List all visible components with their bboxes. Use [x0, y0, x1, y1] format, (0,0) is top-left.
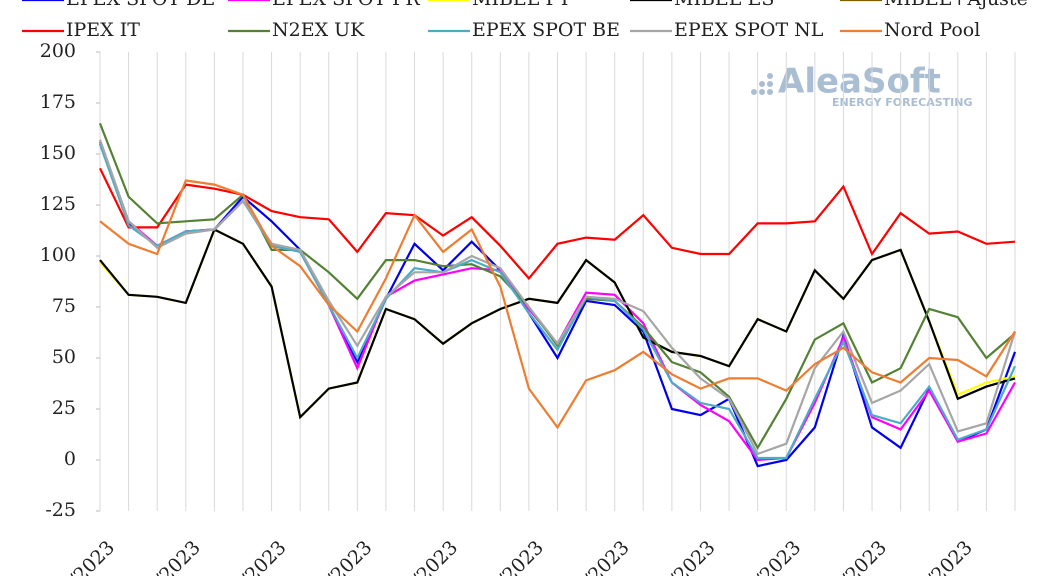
y-tick-label: 150 [40, 142, 76, 164]
logo-dot [759, 89, 765, 95]
y-tick-label: 75 [52, 295, 76, 317]
logo-dot [767, 89, 773, 95]
legend-label: N2EX UK [272, 19, 365, 41]
y-tick-label: 0 [64, 448, 76, 470]
series-line [99, 167, 1016, 281]
x-tick-label: /2023 [837, 537, 891, 576]
legend-label: EPEX SPOT NL [674, 19, 824, 41]
x-tick-label: /2023 [923, 537, 977, 576]
x-tick-label: /2023 [751, 537, 805, 576]
series-line [98, 139, 1017, 456]
y-tick-label: 100 [40, 244, 76, 266]
y-tick-label: -25 [45, 499, 76, 521]
legend-label: MIBEL+Ajuste [884, 0, 1028, 10]
logo-dot [759, 81, 765, 87]
legend-label: MIBEL PT [472, 0, 571, 10]
logo-dot [767, 81, 773, 87]
legend-label: EPEX SPOT FR [272, 0, 420, 10]
legend-label: Nord Pool [884, 19, 980, 41]
y-tick-label: 50 [52, 346, 76, 368]
series-line [99, 179, 1016, 430]
logo-dot [767, 73, 773, 79]
legend-label: MIBEL ES [674, 0, 774, 10]
x-tick-label: /2023 [665, 537, 719, 576]
x-tick-label: /2023 [151, 537, 205, 576]
y-tick-label: 175 [40, 91, 76, 113]
x-tick-label: /2023 [408, 537, 462, 576]
series-line [99, 227, 1016, 420]
y-tick-label: 200 [40, 40, 76, 62]
x-tick-label: /2023 [322, 537, 376, 576]
x-tick-label: /2023 [579, 537, 633, 576]
logo-tagline: ENERGY FORECASTING [832, 96, 972, 109]
legend-label: EPEX SPOT BE [472, 19, 620, 41]
series-line [98, 143, 1017, 468]
logo-dot [751, 89, 757, 95]
y-tick-label: 125 [40, 193, 76, 215]
legend-label: IPEX IT [66, 19, 140, 41]
y-tick-label: 25 [52, 397, 76, 419]
legend-label: EPEX SPOT DE [66, 0, 215, 10]
x-tick-label: /2023 [236, 537, 290, 576]
x-tick-label: /2023 [494, 537, 548, 576]
logo: AleaSoft ENERGY FORECASTING [751, 62, 972, 109]
x-tick-label: /2023 [65, 537, 119, 576]
logo-name: AleaSoft [778, 62, 941, 102]
